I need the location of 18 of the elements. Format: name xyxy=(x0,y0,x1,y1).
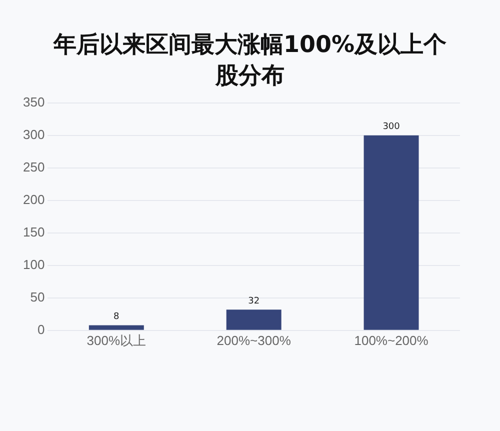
bar xyxy=(364,135,419,330)
data-label: 8 xyxy=(114,312,120,322)
data-label: 300 xyxy=(382,122,400,132)
y-tick-label: 50 xyxy=(30,289,45,304)
y-tick-label: 250 xyxy=(22,159,45,174)
y-tick-label: 0 xyxy=(37,322,45,337)
x-tick-label: 300%以上 xyxy=(86,332,146,348)
y-tick-label: 350 xyxy=(22,94,45,110)
data-label: 32 xyxy=(248,296,260,306)
x-tick-label: 100%~200% xyxy=(354,332,429,348)
y-tick-label: 300 xyxy=(22,126,45,142)
y-tick-label: 150 xyxy=(22,224,45,240)
bar xyxy=(88,325,144,330)
bar xyxy=(226,310,282,330)
y-tick-label: 200 xyxy=(22,192,45,207)
x-tick-label: 200%~300% xyxy=(216,332,292,348)
y-tick-label: 100 xyxy=(22,256,45,272)
chart-title: 年后以来区间最大涨幅100%及以上个股分布 xyxy=(52,31,448,91)
